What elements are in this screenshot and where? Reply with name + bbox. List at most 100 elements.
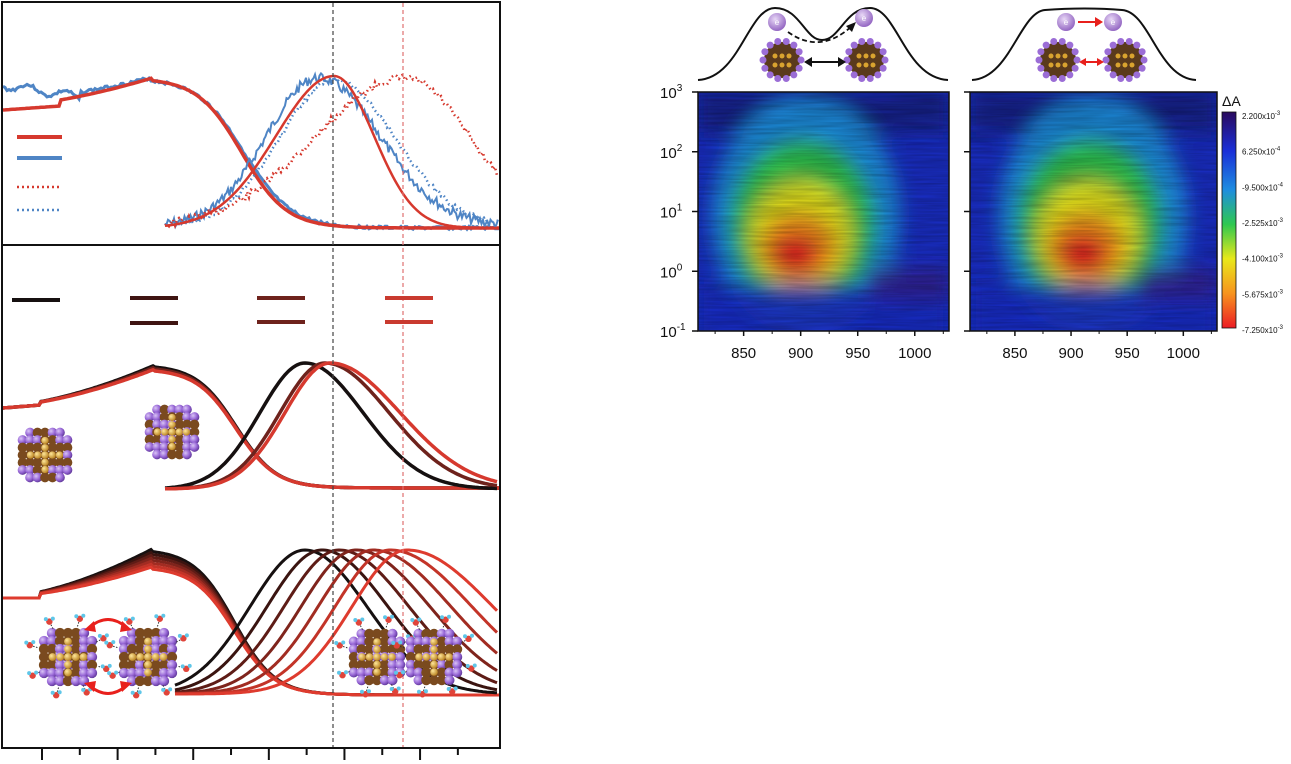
cluster-ligand [766, 41, 774, 49]
gold-atom [34, 451, 42, 459]
atom [436, 659, 447, 670]
cluster-gold [779, 53, 785, 59]
hydrogen-atom [137, 690, 142, 695]
electron-4 [1104, 13, 1122, 31]
atom [182, 442, 192, 452]
atom [32, 427, 43, 438]
oxygen-atom [339, 671, 346, 679]
cluster-illustrations [17, 404, 477, 699]
oxygen-atom [448, 688, 456, 695]
atom [47, 442, 58, 453]
cluster-ligand [1042, 41, 1050, 49]
cluster-ligand [761, 64, 769, 72]
gold-atom [373, 653, 381, 661]
colorbar-label: 2.200x10-3 [1242, 111, 1281, 121]
cluster-gold [856, 62, 862, 68]
hydrogen-atom [398, 640, 403, 645]
atom [86, 643, 98, 655]
cluster-gold [1062, 62, 1068, 68]
series-blue-absorption [3, 75, 499, 232]
atom [62, 442, 73, 453]
cluster-ligand [1071, 64, 1079, 72]
atom [429, 675, 439, 686]
atom [348, 652, 359, 662]
atom [134, 659, 146, 671]
oxygen-atom [76, 615, 84, 622]
series-middle-emission-1 [164, 361, 498, 491]
series-bottom-emission-4 [174, 548, 498, 695]
atom [174, 412, 185, 422]
atom [78, 667, 90, 679]
heatmap-left [697, 91, 950, 336]
electron-label: e [1064, 18, 1069, 27]
atom [189, 427, 200, 437]
atom [118, 651, 130, 663]
atom [86, 635, 98, 647]
gold-atom [415, 653, 423, 661]
arrowhead [1097, 58, 1104, 66]
atom [158, 635, 170, 647]
atom [62, 465, 73, 475]
atom [387, 628, 398, 639]
atom [387, 675, 398, 686]
gold-atom [445, 653, 453, 661]
atom [47, 427, 58, 438]
atom [174, 449, 185, 460]
atom [405, 636, 416, 647]
oxygen-atom [396, 671, 403, 679]
cluster-ligand [874, 71, 882, 79]
atom [126, 643, 138, 655]
electron-label: e [1111, 18, 1116, 27]
atom [413, 636, 424, 647]
gold-atom [430, 668, 438, 676]
atom [40, 427, 50, 438]
atom [348, 644, 359, 655]
cluster-ligand [774, 75, 782, 83]
atom [372, 628, 382, 639]
atom [32, 457, 43, 468]
atom [189, 412, 200, 422]
potential-single-well [971, 7, 1197, 81]
atom [379, 667, 390, 678]
cluster-ligand [1133, 71, 1141, 79]
gold-atom [64, 645, 72, 654]
hydrogen-atom [337, 670, 342, 675]
heatmap-y-label: 10-1 [660, 322, 686, 341]
atom [86, 667, 98, 679]
gold-atom [437, 653, 446, 661]
atom [150, 627, 162, 639]
atom [40, 472, 50, 483]
atom [174, 442, 185, 452]
atom [421, 628, 432, 639]
gold-atom [175, 428, 183, 436]
heatmap-x-label: 1000 [1167, 345, 1200, 362]
gold-atom [41, 465, 49, 474]
atom [126, 659, 138, 671]
hydrogen-atom [130, 616, 135, 621]
cluster-ligand [795, 48, 803, 56]
cluster-ligand [1117, 37, 1125, 45]
hydrogen-atom [50, 616, 55, 621]
series-red-emission-dotted [164, 72, 499, 230]
atom [62, 450, 73, 460]
atom [159, 434, 170, 445]
atom [152, 404, 162, 415]
atom [17, 442, 28, 453]
atom [379, 628, 390, 639]
cluster-gold [863, 62, 869, 68]
cluster-ligand [1140, 56, 1148, 64]
hydrogen-atom [396, 686, 401, 691]
atom [444, 675, 455, 686]
gold-atom [358, 653, 366, 661]
cluster-ligand [1109, 71, 1117, 79]
oxygen-atom [183, 665, 190, 673]
spectra-panel [1, 1, 501, 760]
atom [421, 675, 432, 686]
series-bottom-emission-5 [174, 548, 498, 696]
hydrogen-atom [123, 617, 128, 622]
atom [413, 667, 424, 678]
atom [78, 635, 90, 647]
cluster-ligand [774, 37, 782, 45]
gold-atom [128, 653, 137, 661]
hydrogen-atom [57, 690, 62, 695]
